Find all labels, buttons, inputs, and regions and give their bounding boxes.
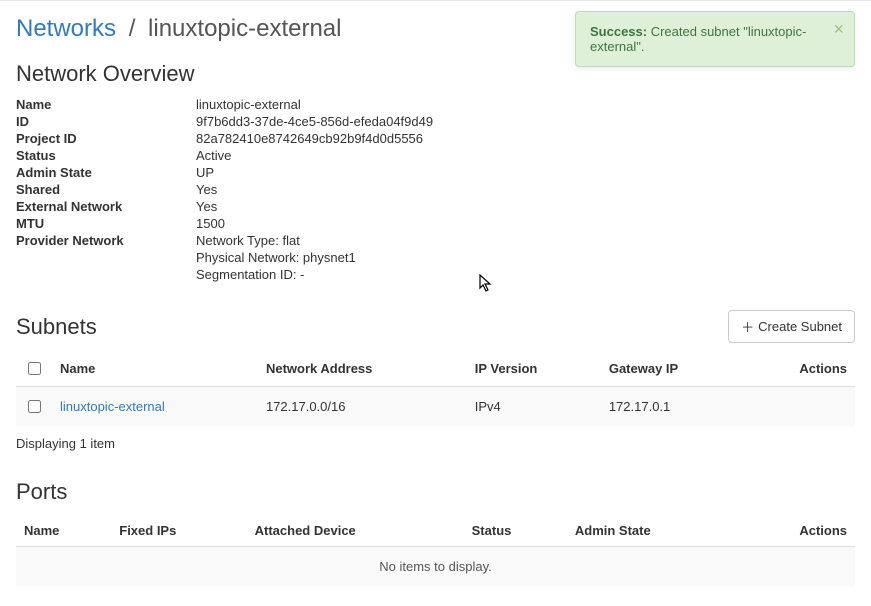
network-detail-page: × Success: Created subnet "linuxtopic-ex… <box>0 0 871 606</box>
plus-icon: ＋ <box>741 317 754 336</box>
ports-col-name: Name <box>16 515 111 547</box>
status-label: Status <box>16 148 196 163</box>
ports-col-actions: Actions <box>737 515 855 547</box>
subnets-col-gw: Gateway IP <box>601 351 747 387</box>
ports-table: Name Fixed IPs Attached Device Status Ad… <box>16 515 855 586</box>
admin-state-label: Admin State <box>16 165 196 180</box>
subnet-row-checkbox[interactable] <box>28 400 41 413</box>
subnet-gw: 172.17.0.1 <box>601 387 747 427</box>
create-subnet-label: Create Subnet <box>758 319 842 334</box>
ports-col-dev: Attached Device <box>247 515 464 547</box>
provider-phys-value: Physical Network: physnet1 <box>196 250 855 265</box>
external-network-label: External Network <box>16 199 196 214</box>
status-value: Active <box>196 148 855 163</box>
ports-col-fixed: Fixed IPs <box>111 515 246 547</box>
ports-title: Ports <box>16 479 855 505</box>
shared-value: Yes <box>196 182 855 197</box>
id-value: 9f7b6dd3-37de-4ce5-856d-efeda04f9d49 <box>196 114 855 129</box>
ports-col-status: Status <box>464 515 567 547</box>
alert-prefix: Success: <box>590 24 647 39</box>
provider-seg-value: Segmentation ID: - <box>196 267 855 282</box>
subnets-title: Subnets <box>16 314 97 340</box>
ports-col-admin: Admin State <box>567 515 737 547</box>
name-value: linuxtopic-external <box>196 97 855 112</box>
breadcrumb-root-link[interactable]: Networks <box>16 15 116 42</box>
create-subnet-button[interactable]: ＋ Create Subnet <box>728 310 855 343</box>
subnets-col-addr: Network Address <box>258 351 467 387</box>
provider-network-label: Provider Network <box>16 233 196 248</box>
table-row: No items to display. <box>16 547 855 587</box>
success-alert: × Success: Created subnet "linuxtopic-ex… <box>575 11 855 67</box>
subnets-col-actions: Actions <box>746 351 855 387</box>
admin-state-value: UP <box>196 165 855 180</box>
network-overview: Namelinuxtopic-external ID9f7b6dd3-37de-… <box>16 97 855 282</box>
mtu-value: 1500 <box>196 216 855 231</box>
table-row: linuxtopic-external 172.17.0.0/16 IPv4 1… <box>16 387 855 427</box>
name-label: Name <box>16 97 196 112</box>
subnets-col-name: Name <box>52 351 258 387</box>
subnet-name-link[interactable]: linuxtopic-external <box>60 399 165 414</box>
id-label: ID <box>16 114 196 129</box>
subnets-col-ipver: IP Version <box>467 351 601 387</box>
subnet-ipver: IPv4 <box>467 387 601 427</box>
subnets-select-all-checkbox[interactable] <box>28 362 41 375</box>
external-network-value: Yes <box>196 199 855 214</box>
project-id-value: 82a782410e8742649cb92b9f4d0d5556 <box>196 131 855 146</box>
mtu-label: MTU <box>16 216 196 231</box>
ports-empty: No items to display. <box>16 547 855 587</box>
subnets-table: Name Network Address IP Version Gateway … <box>16 351 855 426</box>
breadcrumb-sep: / <box>129 15 136 42</box>
provider-type-value: Network Type: flat <box>196 233 855 248</box>
shared-label: Shared <box>16 182 196 197</box>
close-icon[interactable]: × <box>833 20 844 38</box>
breadcrumb-current: linuxtopic-external <box>148 15 341 42</box>
subnets-footer: Displaying 1 item <box>16 436 855 451</box>
project-id-label: Project ID <box>16 131 196 146</box>
subnet-addr: 172.17.0.0/16 <box>258 387 467 427</box>
